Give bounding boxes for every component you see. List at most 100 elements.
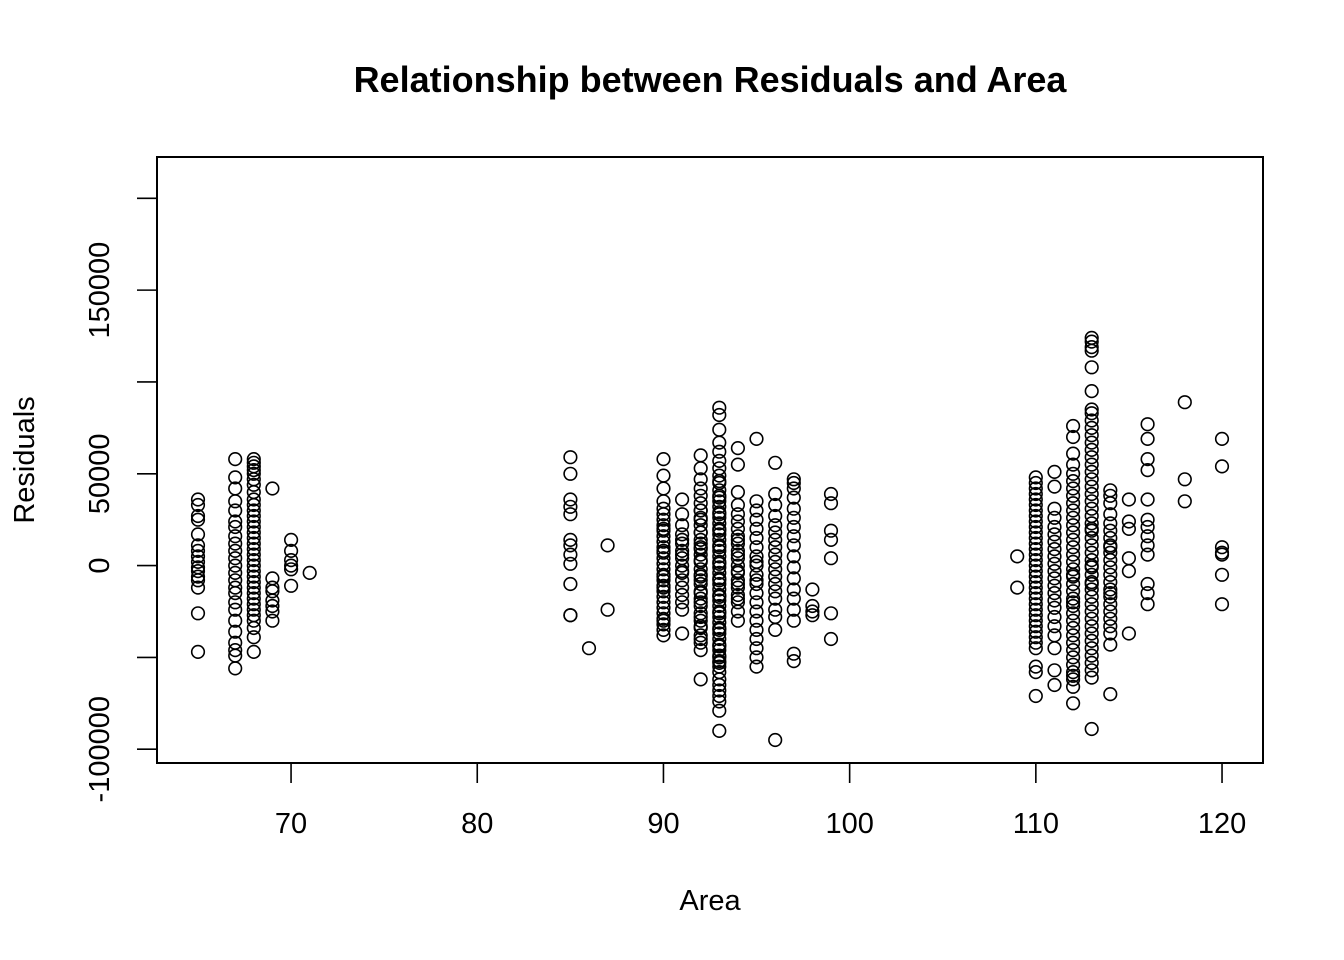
data-point xyxy=(190,549,206,564)
data-point xyxy=(1028,602,1043,617)
data-point xyxy=(1084,501,1099,516)
data-point xyxy=(1028,525,1043,540)
data-point xyxy=(246,455,261,470)
data-point xyxy=(1084,558,1099,573)
data-point xyxy=(823,631,839,647)
data-point xyxy=(805,608,820,623)
data-point xyxy=(712,631,727,647)
data-point xyxy=(1028,552,1043,568)
data-point xyxy=(246,552,261,568)
data-point xyxy=(730,514,746,529)
data-point xyxy=(600,602,615,617)
data-point xyxy=(1028,486,1043,502)
data-point xyxy=(656,518,671,533)
data-point xyxy=(1103,540,1118,555)
data-point xyxy=(674,543,690,559)
data-point xyxy=(656,512,671,527)
data-point xyxy=(768,732,783,748)
data-point xyxy=(768,518,783,533)
data-point xyxy=(730,521,746,537)
data-point xyxy=(1121,514,1136,529)
data-point xyxy=(1065,664,1081,680)
data-point xyxy=(1103,496,1118,511)
data-point xyxy=(693,642,708,658)
data-point xyxy=(1084,479,1099,494)
data-point xyxy=(749,512,764,527)
data-point xyxy=(656,606,671,621)
data-point xyxy=(1084,494,1099,509)
data-point xyxy=(563,466,578,481)
data-point xyxy=(656,452,671,467)
data-point xyxy=(246,485,261,500)
data-point xyxy=(768,547,783,562)
data-point xyxy=(1084,619,1099,634)
x-tick-label: 90 xyxy=(647,808,679,840)
data-point xyxy=(786,560,801,575)
data-point xyxy=(768,584,783,599)
data-point xyxy=(1065,567,1081,582)
data-point xyxy=(246,497,261,513)
data-point xyxy=(786,591,801,606)
data-point xyxy=(228,558,243,573)
data-point xyxy=(749,631,764,647)
data-point xyxy=(674,626,690,641)
data-point xyxy=(712,444,727,459)
data-point xyxy=(246,620,261,636)
data-point xyxy=(1047,549,1062,564)
y-axis-label: Residuals xyxy=(9,396,41,523)
data-point xyxy=(190,554,206,570)
data-point xyxy=(1065,628,1081,643)
data-point xyxy=(1047,479,1062,494)
data-point xyxy=(749,641,764,656)
data-point xyxy=(674,580,690,595)
data-point xyxy=(228,519,243,535)
data-point xyxy=(712,650,727,665)
data-point xyxy=(228,551,243,566)
data-point xyxy=(786,646,801,661)
y-tick-label: 150000 xyxy=(84,242,116,339)
data-point xyxy=(246,541,261,557)
data-point xyxy=(693,503,708,518)
data-point xyxy=(1103,545,1118,560)
data-point xyxy=(786,481,801,496)
data-point xyxy=(768,525,783,540)
x-axis: 70 80 90 100 110 120 xyxy=(275,762,1246,840)
data-point xyxy=(1065,642,1081,658)
data-point xyxy=(1140,463,1155,478)
data-point xyxy=(1047,663,1062,678)
data-point xyxy=(1140,597,1155,612)
data-point xyxy=(1047,619,1062,634)
data-point xyxy=(656,481,671,496)
data-point xyxy=(656,628,671,643)
data-point xyxy=(581,641,597,656)
data-point xyxy=(674,602,690,617)
data-point xyxy=(1065,657,1081,672)
data-point xyxy=(730,595,746,610)
data-point xyxy=(730,573,746,588)
data-point xyxy=(246,492,261,507)
x-tick-label: 100 xyxy=(825,808,873,840)
data-point xyxy=(265,481,280,496)
data-point xyxy=(1028,591,1043,606)
data-point xyxy=(1103,585,1118,601)
data-point xyxy=(1084,457,1099,472)
data-point xyxy=(563,499,578,514)
data-point xyxy=(190,644,206,660)
data-point xyxy=(1047,578,1062,593)
data-point xyxy=(730,543,746,559)
data-point xyxy=(656,580,671,595)
data-point xyxy=(1084,611,1099,626)
data-point xyxy=(1047,563,1062,579)
data-point xyxy=(768,508,783,524)
data-point xyxy=(749,659,764,674)
data-point xyxy=(712,516,727,531)
data-point xyxy=(693,595,708,610)
data-point xyxy=(1010,549,1025,564)
data-point xyxy=(1065,672,1081,687)
data-point xyxy=(693,585,708,601)
data-point xyxy=(1103,530,1118,546)
data-point xyxy=(1084,567,1099,582)
data-point xyxy=(1028,580,1043,595)
data-point xyxy=(656,540,671,555)
data-point xyxy=(712,523,727,538)
